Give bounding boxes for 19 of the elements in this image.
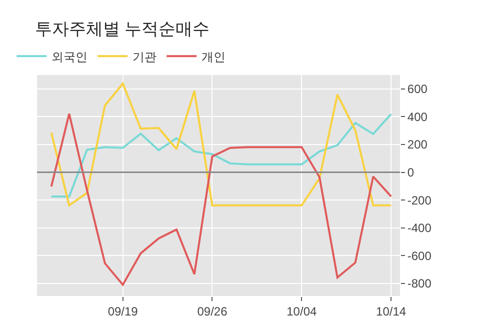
- line-series: [50, 112, 392, 286]
- legend-label: 개인: [202, 50, 226, 64]
- y-tick-label: -400: [407, 221, 432, 236]
- x-tick-label: 09/19: [108, 304, 138, 318]
- y-tick-label: -800: [407, 276, 432, 291]
- x-tick-label: 10/04: [286, 304, 317, 318]
- chart-title: 투자주체별 누적순매수: [35, 20, 210, 39]
- line-series: [50, 113, 392, 198]
- x-tick-label: 10/14: [376, 304, 406, 318]
- y-tick-label: -600: [407, 248, 432, 263]
- y-tick-label: -200: [407, 193, 432, 208]
- y-tick-label: 600: [407, 82, 428, 96]
- legend-label: 기관: [132, 50, 157, 64]
- x-tick-label: 09/26: [197, 304, 228, 318]
- y-tick-label: 200: [407, 138, 428, 152]
- y-tick-label: 0: [407, 166, 414, 180]
- legend-label: 외국인: [52, 50, 88, 64]
- y-tick-label: 400: [407, 110, 428, 124]
- line-series: [50, 82, 392, 206]
